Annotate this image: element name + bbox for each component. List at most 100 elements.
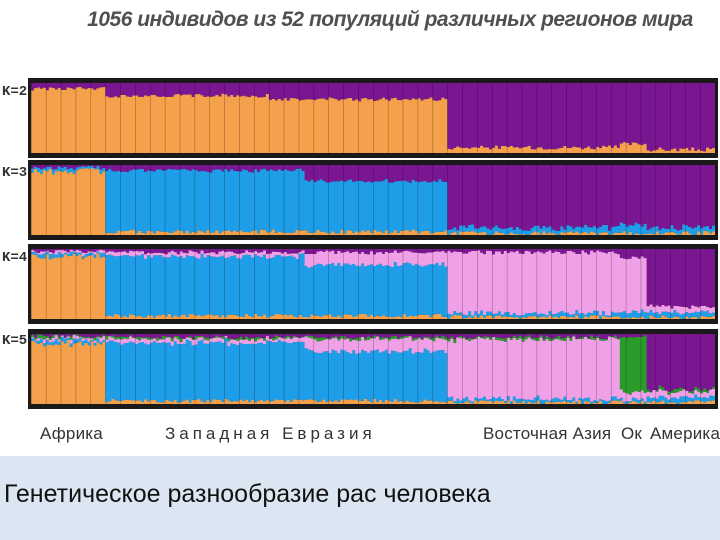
ancestry-bar-orange bbox=[497, 315, 502, 319]
ancestry-bar-pink bbox=[697, 391, 701, 398]
ancestry-bar-purple bbox=[367, 165, 371, 182]
ancestry-bar-orange bbox=[465, 401, 469, 404]
ancestry-bar-orange bbox=[307, 99, 311, 153]
ancestry-bar-blue bbox=[66, 168, 71, 174]
ancestry-bar-green bbox=[435, 335, 439, 338]
ancestry-bar-purple bbox=[613, 334, 618, 336]
ancestry-bar-pink bbox=[304, 253, 308, 267]
ancestry-bar-pink bbox=[42, 339, 47, 344]
ancestry-bar-purple bbox=[63, 249, 68, 251]
ancestry-bar-purple bbox=[262, 83, 267, 97]
ancestry-bar-purple bbox=[81, 83, 85, 89]
ancestry-bar-orange bbox=[584, 401, 588, 404]
ancestry-bar-pink bbox=[480, 337, 484, 399]
ancestry-bar-orange bbox=[551, 149, 555, 153]
population-separator bbox=[506, 249, 508, 319]
ancestry-bar-orange bbox=[295, 317, 300, 319]
ancestry-bar-orange bbox=[378, 231, 383, 235]
ancestry-bar-orange bbox=[328, 400, 332, 404]
ancestry-bar-blue bbox=[417, 265, 421, 315]
ancestry-bar-purple bbox=[679, 83, 683, 149]
population-separator bbox=[685, 165, 686, 235]
ancestry-bar-orange bbox=[227, 96, 231, 153]
ancestry-bar-orange bbox=[584, 316, 588, 319]
ancestry-bar-orange bbox=[340, 229, 344, 235]
ancestry-bar-purple bbox=[664, 334, 668, 391]
ancestry-bar-blue bbox=[194, 257, 198, 316]
ancestry-bar-purple bbox=[465, 249, 469, 254]
ancestry-bar-blue bbox=[84, 339, 88, 343]
ancestry-bar-blue bbox=[265, 170, 270, 233]
ancestry-bar-pink bbox=[158, 252, 163, 256]
ancestry-bar-blue bbox=[429, 352, 433, 401]
ancestry-bar-blue bbox=[298, 341, 303, 400]
ancestry-bar-pink bbox=[500, 253, 505, 315]
ancestry-bar-green bbox=[381, 337, 386, 340]
ancestry-bar-blue bbox=[111, 171, 115, 234]
ancestry-bar-purple bbox=[387, 165, 392, 183]
ancestry-bar-orange bbox=[135, 316, 139, 319]
ancestry-bar-purple bbox=[144, 334, 148, 338]
ancestry-bar-purple bbox=[271, 165, 276, 171]
ancestry-bar-blue bbox=[42, 343, 47, 347]
ancestry-bar-purple bbox=[530, 249, 534, 254]
ancestry-bar-blue bbox=[670, 312, 674, 318]
ancestry-bar-green bbox=[634, 336, 639, 392]
ancestry-bar-blue bbox=[206, 343, 210, 401]
ancestry-bar-blue bbox=[500, 229, 505, 234]
ancestry-bar-green bbox=[123, 337, 127, 339]
ancestry-bar-pink bbox=[640, 256, 645, 310]
ancestry-bar-pink bbox=[399, 338, 404, 353]
ancestry-bar-blue bbox=[164, 342, 169, 400]
ancestry-bar-blue bbox=[527, 313, 532, 317]
ancestry-bar-orange bbox=[108, 232, 112, 235]
ancestry-bar-blue bbox=[352, 264, 356, 318]
ancestry-bar-purple bbox=[426, 249, 430, 253]
ancestry-bar-blue bbox=[176, 256, 181, 317]
population-separator bbox=[328, 334, 329, 404]
ancestry-bar-orange bbox=[96, 169, 100, 235]
ancestry-bar-orange bbox=[123, 400, 127, 404]
ancestry-bar-blue bbox=[96, 165, 100, 170]
ancestry-bar-orange bbox=[628, 318, 633, 319]
ancestry-bar-blue bbox=[450, 229, 454, 233]
ancestry-bar-purple bbox=[631, 83, 636, 143]
ancestry-bar-purple bbox=[509, 83, 514, 146]
ancestry-bar-orange bbox=[450, 232, 454, 235]
ancestry-bar-pink bbox=[292, 253, 297, 257]
ancestry-bar-purple bbox=[471, 83, 475, 148]
ancestry-bar-purple bbox=[435, 249, 439, 252]
ancestry-bar-purple bbox=[512, 334, 517, 336]
ancestry-bar-blue bbox=[548, 400, 552, 403]
ancestry-bar-blue bbox=[144, 171, 148, 234]
ancestry-bar-purple bbox=[292, 249, 297, 254]
ancestry-bar-blue bbox=[488, 229, 493, 235]
ancestry-bar-orange bbox=[209, 401, 213, 404]
ancestry-bar-purple bbox=[102, 249, 106, 251]
ancestry-bar-purple bbox=[509, 165, 514, 228]
ancestry-bar-purple bbox=[141, 334, 145, 338]
ancestry-bar-purple bbox=[81, 249, 85, 253]
ancestry-bar-orange bbox=[346, 98, 350, 153]
ancestry-bar-purple bbox=[313, 165, 317, 183]
ancestry-bar-purple bbox=[298, 83, 303, 101]
ancestry-bar-orange bbox=[132, 315, 136, 319]
ancestry-bar-orange bbox=[429, 97, 433, 153]
ancestry-bar-pink bbox=[358, 253, 362, 267]
ancestry-bar-purple bbox=[176, 165, 181, 170]
ancestry-bar-blue bbox=[72, 251, 76, 254]
ancestry-bar-purple bbox=[126, 165, 130, 173]
ancestry-bar-blue bbox=[587, 227, 591, 234]
ancestry-bar-purple bbox=[405, 249, 410, 251]
ancestry-bar-blue bbox=[694, 311, 698, 317]
ancestry-bar-orange bbox=[679, 234, 683, 235]
ancestry-bar-orange bbox=[146, 315, 151, 319]
ancestry-bar-purple bbox=[262, 334, 267, 339]
ancestry-bar-pink bbox=[152, 252, 157, 256]
ancestry-bar-orange bbox=[378, 99, 383, 153]
ancestry-bar-blue bbox=[459, 312, 463, 316]
ancestry-bar-pink bbox=[161, 339, 166, 343]
population-separator bbox=[254, 165, 255, 235]
ancestry-bar-blue bbox=[438, 350, 442, 403]
ancestry-bar-purple bbox=[191, 83, 195, 97]
